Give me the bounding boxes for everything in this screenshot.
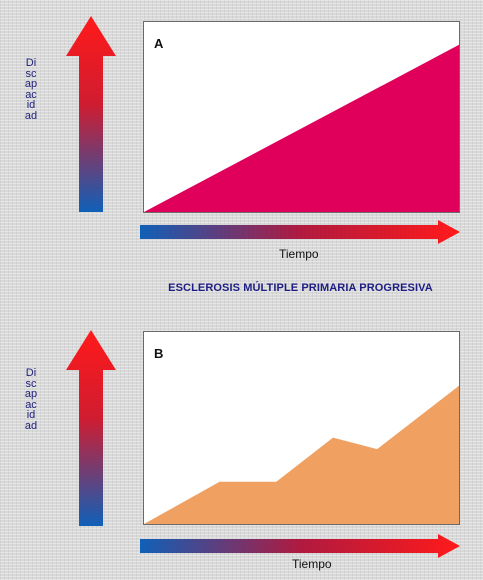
x-axis-label-b: Tiempo (292, 557, 332, 571)
chart-panel-a: A (143, 21, 460, 213)
horizontal-time-arrow-a (140, 220, 460, 244)
panel-label-a: A (154, 36, 164, 51)
chart-area-a (144, 44, 459, 212)
disability-area-a (144, 44, 459, 212)
horizontal-time-arrow-b (140, 534, 460, 558)
chart-panel-b: B (143, 331, 460, 525)
figure-title: ESCLEROSIS MÚLTIPLE PRIMARIA PROGRESIVA (168, 282, 433, 294)
vertical-disability-arrow-b (66, 330, 116, 526)
panel-label-b: B (154, 346, 164, 361)
disability-area-b (144, 385, 459, 524)
y-axis-label-b: Discapacidad (24, 367, 38, 432)
y-axis-label-a: Discapacidad (24, 57, 38, 122)
vertical-disability-arrow-a (66, 16, 116, 212)
x-axis-label-a: Tiempo (279, 247, 319, 261)
chart-area-b (144, 385, 459, 524)
